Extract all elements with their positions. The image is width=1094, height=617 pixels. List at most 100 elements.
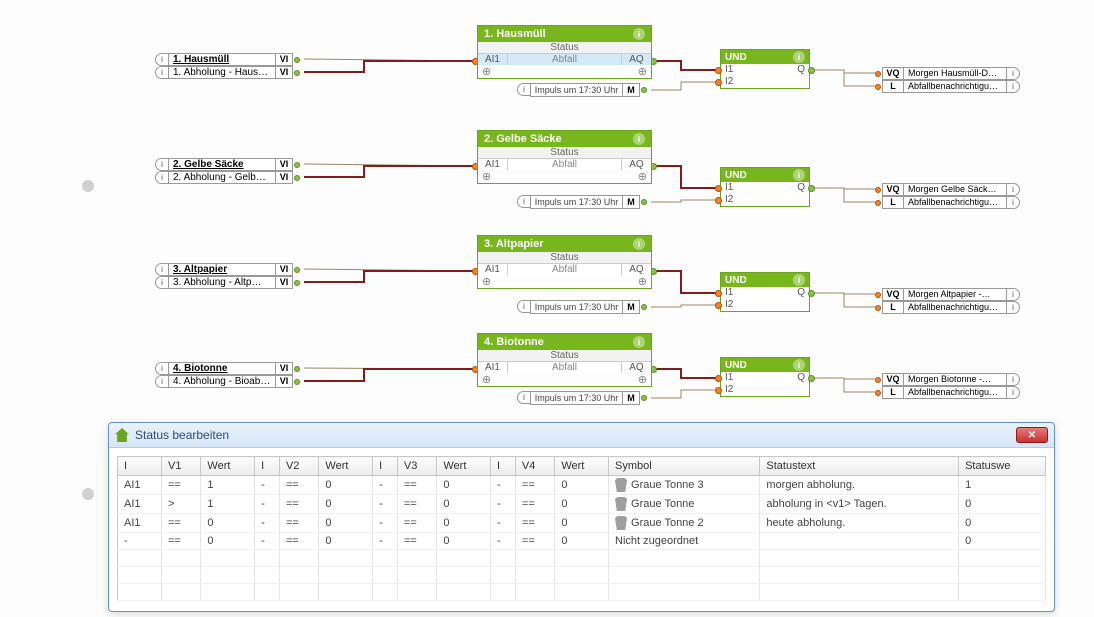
output-pin[interactable] [808,290,815,297]
input-block[interactable]: i 2. Gelbe Säcke VI i 2. Abholung - Gelb… [155,158,300,184]
impulse-block[interactable]: i Impuls um 17:30 Uhr M [517,83,647,97]
input-pin[interactable] [875,84,881,90]
table-row[interactable]: AI1>1-==0-==0-==0Graue Tonneabholung in … [118,495,1046,514]
add-row[interactable]: ⊕ ⊕ [478,275,651,288]
plus-icon[interactable]: ⊕ [638,275,647,288]
grid-header-cell[interactable]: Symbol [609,457,760,476]
grid-header-cell[interactable]: I [373,457,398,476]
input-pin[interactable] [875,187,881,193]
info-icon[interactable]: i [633,133,645,145]
output-pin[interactable] [294,366,300,372]
output-pin[interactable] [808,375,815,382]
info-icon[interactable]: i [1007,183,1020,196]
info-icon[interactable]: i [633,336,645,348]
info-icon[interactable]: i [155,362,168,375]
output-pin[interactable] [294,267,300,273]
grid-header-cell[interactable]: Wert [555,457,609,476]
grid-header-cell[interactable]: V1 [161,457,200,476]
input-pin[interactable] [715,387,722,394]
output-pin[interactable] [294,162,300,168]
info-icon[interactable]: i [155,158,168,171]
grid-header-cell[interactable]: Wert [201,457,255,476]
output-pin[interactable] [641,304,647,310]
input-pin[interactable] [875,377,881,383]
info-icon[interactable]: i [1007,301,1020,314]
info-icon[interactable]: i [517,391,530,404]
info-icon[interactable]: i [155,53,168,66]
status-row[interactable]: AI1 Abfall AQ [478,159,651,170]
output-pin[interactable] [641,395,647,401]
table-row[interactable]: AI1==0-==0-==0-==0Graue Tonne 2heute abh… [118,514,1046,533]
info-icon[interactable]: i [1007,373,1020,386]
input-pin[interactable] [715,185,722,192]
output-block[interactable]: VQ Morgen Hausmüll-D… i L Abfallbenachri… [875,67,1020,93]
block-header[interactable]: UND i [721,168,809,182]
info-icon[interactable]: i [1007,386,1020,399]
output-pin[interactable] [808,67,815,74]
info-icon[interactable]: i [517,83,530,96]
input-pin[interactable] [715,375,722,382]
block-header[interactable]: 3. Altpapier i [478,236,651,252]
grid-header-cell[interactable]: V2 [279,457,318,476]
status-grid[interactable]: IV1WertIV2WertIV3WertIV4WertSymbolStatus… [117,456,1046,601]
plus-icon[interactable]: ⊕ [638,65,647,78]
info-icon[interactable]: i [155,276,168,289]
info-icon[interactable]: i [155,171,168,184]
table-row[interactable]: AI1==1-==0-==0-==0Graue Tonne 3morgen ab… [118,476,1046,495]
output-pin[interactable] [294,175,300,181]
plus-icon[interactable]: ⊕ [482,170,491,183]
impulse-block[interactable]: i Impuls um 17:30 Uhr M [517,195,647,209]
plus-icon[interactable]: ⊕ [638,373,647,386]
status-row[interactable]: AI1 Abfall AQ [478,264,651,275]
plus-icon[interactable]: ⊕ [482,65,491,78]
status-row[interactable]: AI1 Abfall AQ [478,362,651,373]
input-block[interactable]: i 4. Biotonne VI i 4. Abholung - Bioabf…… [155,362,300,388]
output-pin[interactable] [808,185,815,192]
info-icon[interactable]: i [517,300,530,313]
impulse-block[interactable]: i Impuls um 17:30 Uhr M [517,300,647,314]
add-row[interactable]: ⊕ ⊕ [478,65,651,78]
input-pin[interactable] [715,79,722,86]
output-pin[interactable] [641,87,647,93]
grid-header-cell[interactable]: Wert [437,457,491,476]
grid-header-cell[interactable]: I [491,457,516,476]
dialog-titlebar[interactable]: Status bearbeiten ✕ [109,423,1054,448]
info-icon[interactable]: i [155,375,168,388]
block-header[interactable]: UND i [721,273,809,287]
add-row[interactable]: ⊕ ⊕ [478,373,651,386]
block-header[interactable]: 1. Hausmüll i [478,26,651,42]
input-pin[interactable] [715,197,722,204]
input-pin[interactable] [875,305,881,311]
grid-header-cell[interactable]: I [118,457,162,476]
input-block[interactable]: i 1. Hausmüll VI i 1. Abholung - Haus… V… [155,53,300,79]
status-block[interactable]: 1. Hausmüll i Status AI1 Abfall AQ ⊕ ⊕ [477,25,652,79]
block-header[interactable]: UND i [721,50,809,64]
status-row[interactable]: AI1 Abfall AQ [478,54,651,65]
info-icon[interactable]: i [155,263,168,276]
and-block[interactable]: UND i I1Q I2 [720,167,810,207]
input-pin[interactable] [875,390,881,396]
grid-header-cell[interactable]: I [255,457,280,476]
info-icon[interactable]: i [1007,196,1020,209]
output-pin[interactable] [294,57,300,63]
block-header[interactable]: 4. Biotonne i [478,334,651,350]
add-row[interactable]: ⊕ ⊕ [478,170,651,183]
info-icon[interactable]: i [517,195,530,208]
input-pin[interactable] [715,67,722,74]
output-pin[interactable] [294,379,300,385]
block-header[interactable]: 2. Gelbe Säcke i [478,131,651,147]
info-icon[interactable]: i [793,51,805,63]
and-block[interactable]: UND i I1Q I2 [720,357,810,397]
grid-header-cell[interactable]: V3 [397,457,436,476]
info-icon[interactable]: i [1007,80,1020,93]
status-block[interactable]: 2. Gelbe Säcke i Status AI1 Abfall AQ ⊕ … [477,130,652,184]
grid-header-cell[interactable]: Statuswe [959,457,1046,476]
impulse-block[interactable]: i Impuls um 17:30 Uhr M [517,391,647,405]
output-pin[interactable] [294,70,300,76]
grid-header-cell[interactable]: V4 [515,457,554,476]
table-row[interactable]: -==0-==0-==0-==0Nicht zugeordnet0 [118,533,1046,550]
output-block[interactable]: VQ Morgen Biotonne -… i L Abfallbenachri… [875,373,1020,399]
info-icon[interactable]: i [633,238,645,250]
input-pin[interactable] [875,292,881,298]
and-block[interactable]: UND i I1Q I2 [720,49,810,89]
